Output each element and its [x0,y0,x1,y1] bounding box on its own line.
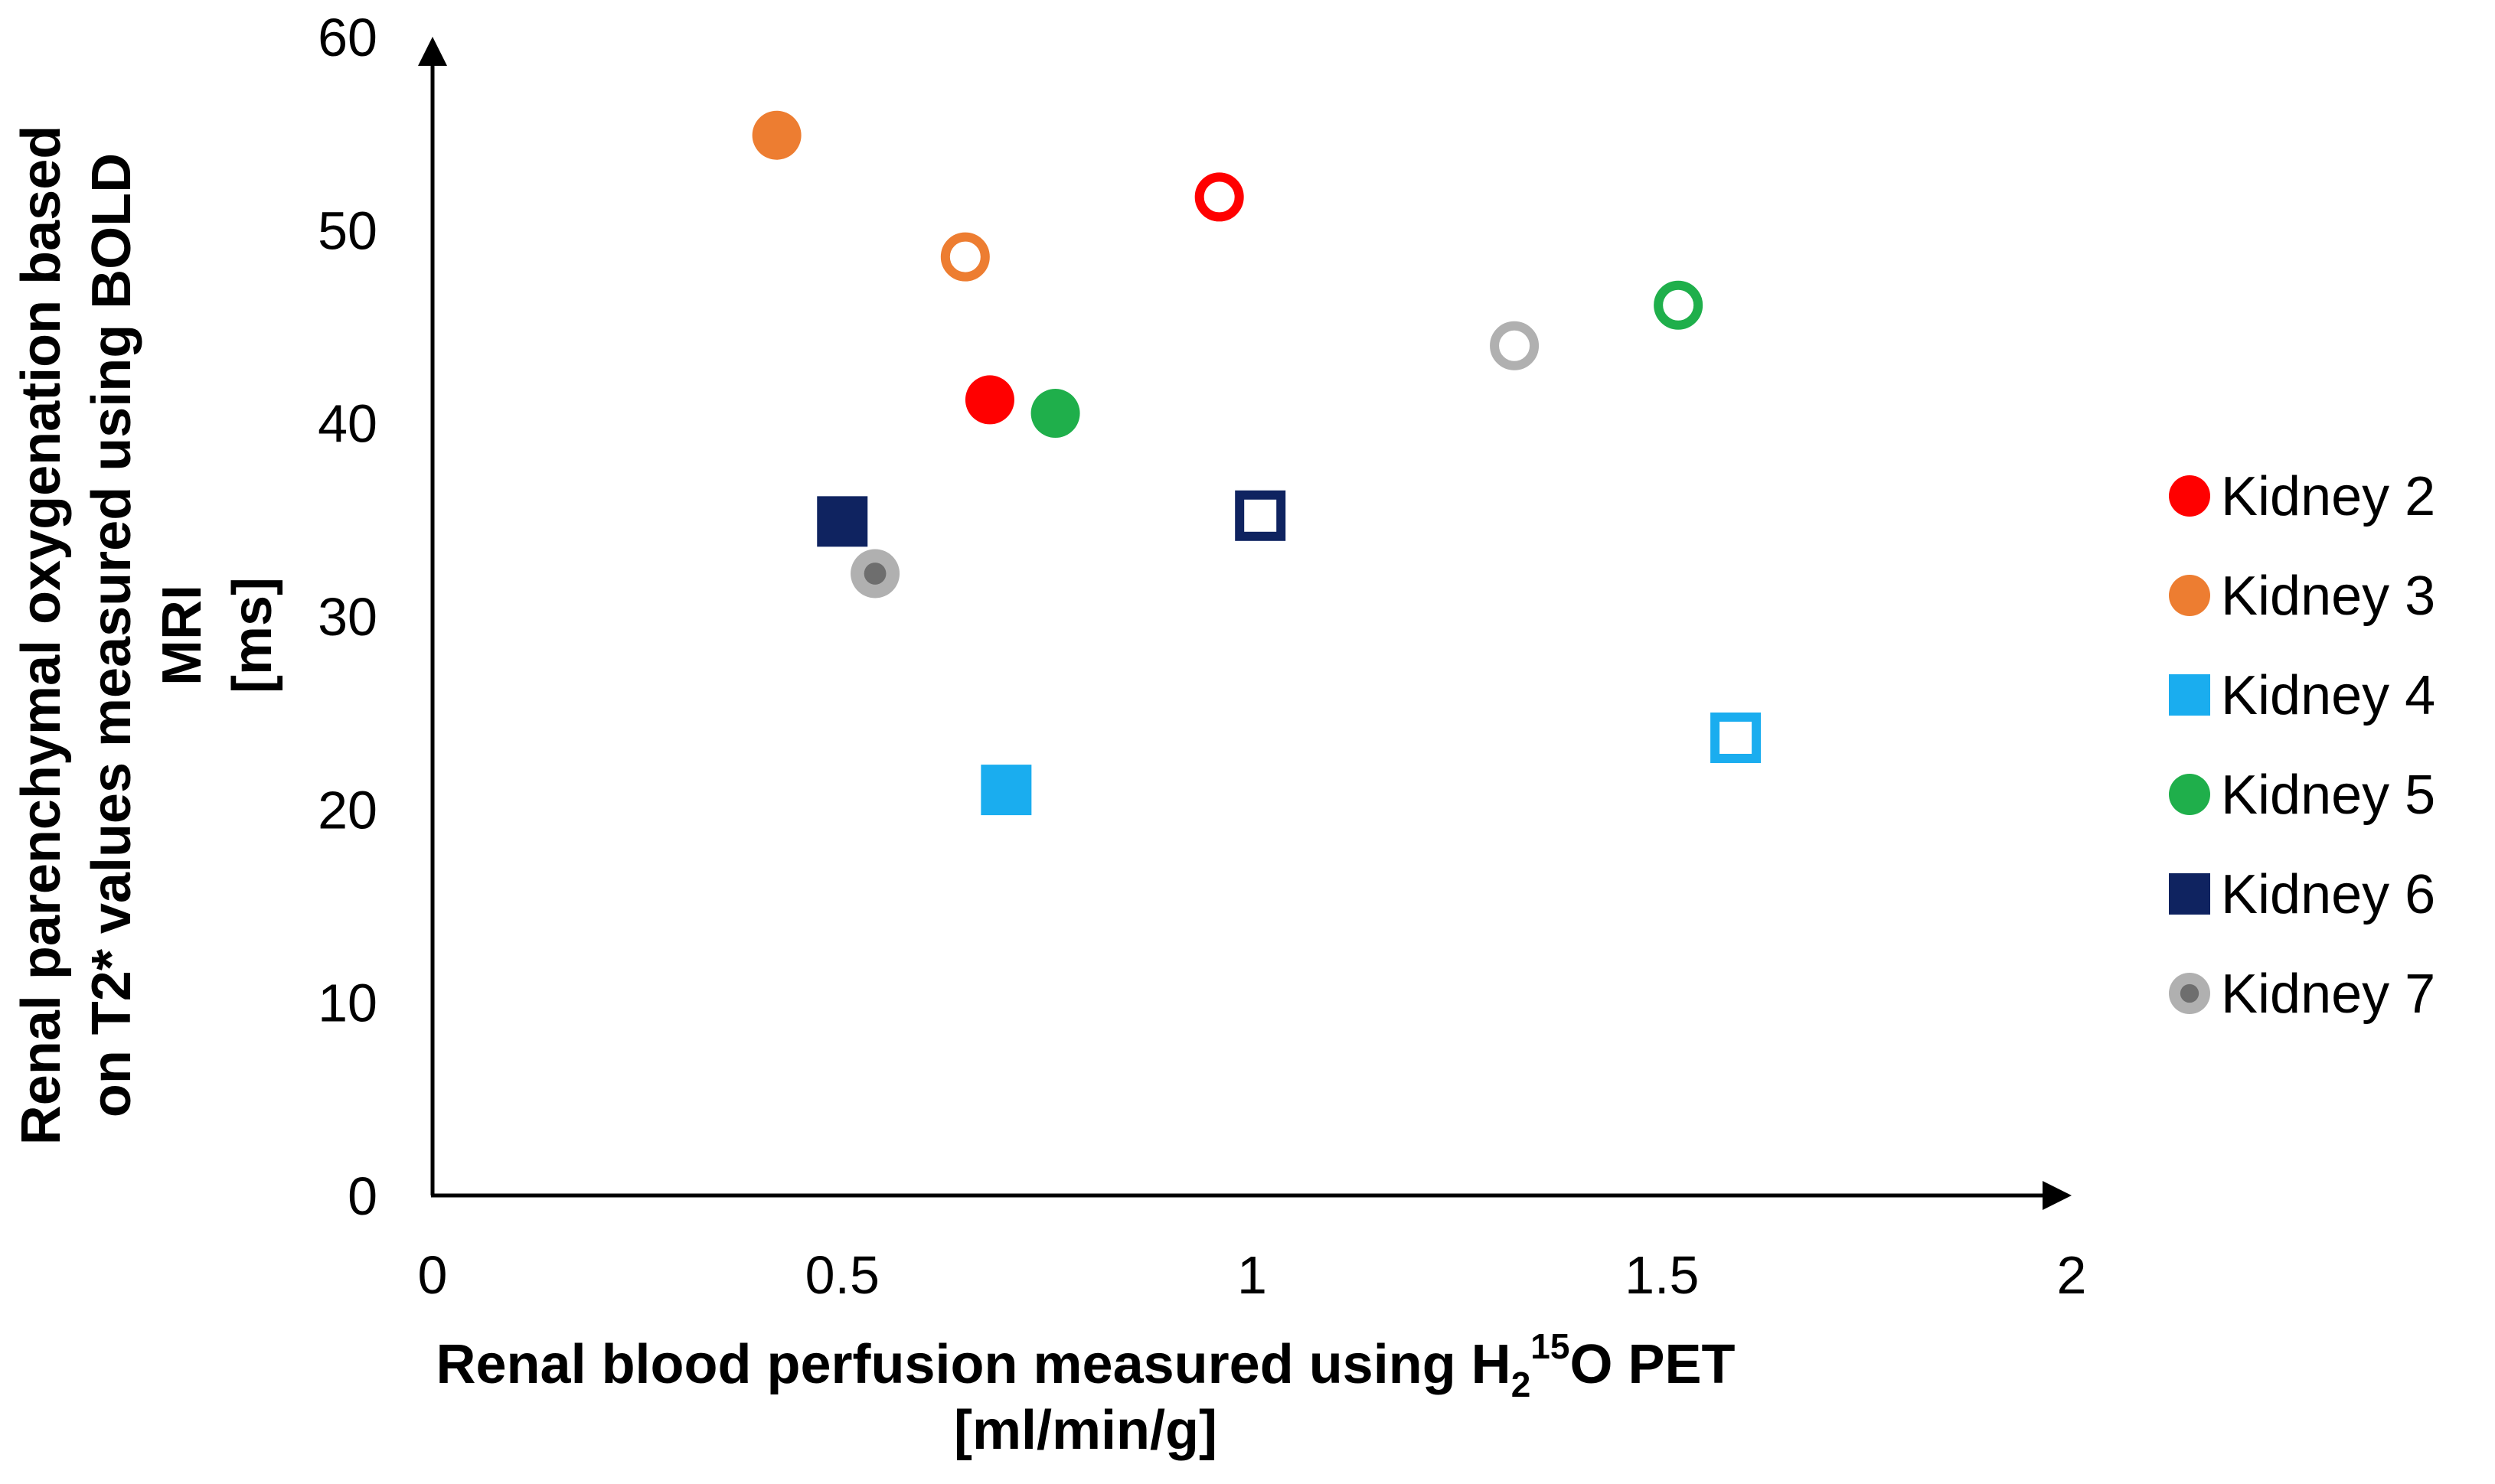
data-point-kidney-6-filled [817,496,868,547]
legend: Kidney 2 Kidney 3 Kidney 4 Kidney 5 Kidney 6… [2169,466,2435,1025]
x-tick-label: 1.5 [1625,1245,1699,1305]
data-point-kidney-3-open [940,232,990,282]
y-axis-title-line-2: on T2* values measured using BOLD [81,153,142,1117]
legend-item-kidney-4: Kidney 4 [2169,665,2435,726]
x-axis-title-subscript: 2 [1511,1365,1531,1404]
x-axis-arrow [2043,1181,2072,1210]
legend-marker [2169,973,2210,1014]
circle-marker [940,232,990,282]
y-tick-label: 20 [318,780,377,840]
circle-marker [2169,475,2210,517]
circle-marker [1030,389,1080,439]
legend-marker [2169,873,2210,915]
data-point-kidney-2-open [1194,172,1244,222]
legend-item-kidney-6: Kidney 6 [2169,864,2435,925]
data-point-kidney-2-filled [965,375,1014,425]
x-axis-title-prefix: Renal blood perfusion measured using H [436,1334,1511,1395]
circle-marker [1654,280,1703,330]
legend-marker [2169,575,2210,616]
circle-marker-center [2180,983,2199,1003]
data-point-kidney-4-open [1710,712,1762,763]
legend-item-kidney-7: Kidney 7 [2169,964,2435,1025]
y-tick-label: 40 [318,394,377,454]
x-axis-title-superscript: 15 [1530,1326,1569,1366]
circle-marker [1194,172,1244,222]
legend-item-kidney-5: Kidney 5 [2169,765,2435,826]
x-tick-label: 0.5 [805,1245,880,1305]
circle-marker [965,375,1014,425]
x-axis-title-unit: [ml/min/g] [954,1400,1217,1461]
legend-label: Kidney 7 [2221,964,2435,1025]
legend-marker [2169,674,2210,716]
legend-item-kidney-3: Kidney 3 [2169,566,2435,627]
legend-label: Kidney 5 [2221,765,2435,826]
data-points [752,110,1762,816]
square-marker [1235,490,1286,541]
x-axis-title: Renal blood perfusion measured using H21… [436,1326,1736,1404]
y-axis-arrow [418,37,447,66]
y-axis-title: Renal parenchymal oxygenation based on T… [11,126,283,1145]
legend-label: Kidney 3 [2221,566,2435,627]
data-point-kidney-4-filled [981,765,1032,816]
data-point-kidney-5-open [1654,280,1703,330]
y-tick-label: 0 [348,1166,377,1226]
circle-marker [2169,575,2210,616]
circle-marker [752,110,802,160]
square-marker [817,496,868,547]
data-point-kidney-3-filled [752,110,802,160]
data-point-kidney-7-open [1490,321,1540,370]
y-axis-title-line-3: MRI [152,585,213,686]
data-point-kidney-7-filled [851,549,900,598]
circle-marker [1490,321,1540,370]
x-axis-title-suffix: O PET [1569,1334,1735,1395]
square-marker [2169,674,2210,716]
square-marker [2169,873,2210,915]
y-tick-label: 30 [318,587,377,647]
data-point-kidney-5-filled [1030,389,1080,439]
legend-marker [2169,475,2210,517]
x-tick-label: 1 [1237,1245,1267,1305]
legend-label: Kidney 2 [2221,466,2435,527]
square-marker [1710,712,1762,763]
y-tick-label: 10 [318,974,377,1033]
circle-marker-center [864,563,887,585]
x-tick-label: 0 [418,1245,448,1305]
square-marker [981,765,1032,816]
y-tick-labels: 0 10 20 30 40 50 60 [318,8,377,1226]
y-tick-label: 50 [318,201,377,260]
y-axis-title-line-1: Renal parenchymal oxygenation based [11,126,72,1145]
circle-marker [2169,774,2210,815]
legend-item-kidney-2: Kidney 2 [2169,466,2435,527]
x-tick-labels: 0 0.5 1 1.5 2 [418,1245,2087,1305]
x-tick-label: 2 [2057,1245,2087,1305]
legend-marker [2169,774,2210,815]
data-point-kidney-6-open [1235,490,1286,541]
y-axis-title-line-4: [ms] [222,577,283,693]
legend-label: Kidney 6 [2221,864,2435,925]
legend-label: Kidney 4 [2221,665,2435,726]
y-tick-label: 60 [318,8,377,67]
